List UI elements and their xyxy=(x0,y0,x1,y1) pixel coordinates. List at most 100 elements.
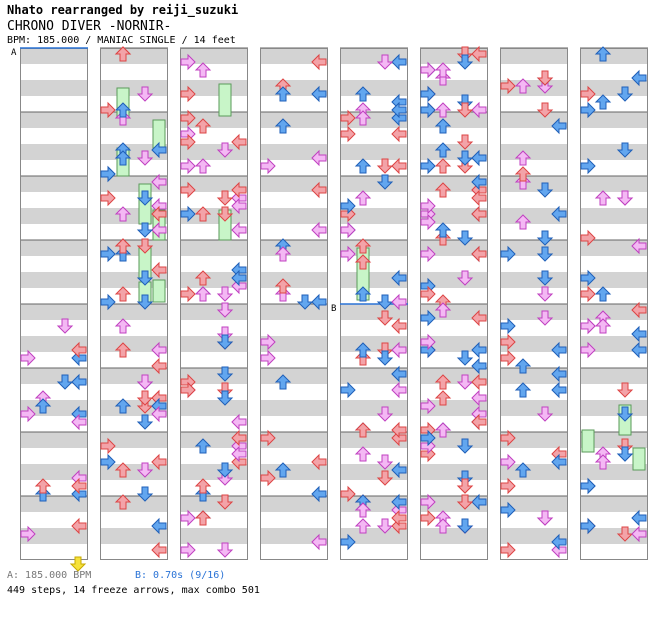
step-arrow xyxy=(391,461,407,479)
step-arrow xyxy=(536,510,554,526)
step-arrow xyxy=(114,462,132,478)
step-arrow xyxy=(136,414,154,430)
beat-band xyxy=(100,464,168,480)
beat-band xyxy=(420,432,488,448)
step-arrow xyxy=(536,230,554,246)
step-arrow xyxy=(136,86,154,102)
step-arrow xyxy=(420,397,436,415)
step-arrow xyxy=(580,517,596,535)
beat-band xyxy=(580,272,648,288)
step-arrow xyxy=(631,301,647,319)
step-arrow xyxy=(151,173,167,191)
step-arrow xyxy=(391,493,407,511)
step-arrow xyxy=(471,45,487,63)
beat-band xyxy=(580,464,648,480)
step-arrow xyxy=(420,245,436,263)
column-border xyxy=(500,48,568,560)
column-border xyxy=(260,48,328,560)
step-arrow xyxy=(194,438,212,454)
step-arrow xyxy=(456,350,474,366)
step-arrow xyxy=(231,413,247,431)
beat-band xyxy=(500,240,568,256)
step-arrow xyxy=(151,541,167,559)
step-arrow xyxy=(274,462,292,478)
beat-band xyxy=(180,336,248,352)
step-arrow xyxy=(616,382,634,398)
step-arrow xyxy=(536,270,554,286)
beat-band xyxy=(20,240,88,256)
step-arrow xyxy=(194,118,212,134)
step-arrow xyxy=(594,286,612,302)
step-arrow xyxy=(340,197,356,215)
beat-band xyxy=(580,336,648,352)
beat-band xyxy=(500,432,568,448)
step-arrow xyxy=(434,518,452,534)
beat-band xyxy=(20,208,88,224)
step-arrow xyxy=(100,165,116,183)
step-arrow xyxy=(216,390,234,406)
step-arrow xyxy=(631,69,647,87)
step-arrow xyxy=(354,518,372,534)
step-arrow xyxy=(420,61,436,79)
step-arrow xyxy=(340,125,356,143)
step-arrow xyxy=(471,101,487,119)
beat-band xyxy=(420,304,488,320)
step-arrow xyxy=(376,454,394,470)
step-arrow xyxy=(420,157,436,175)
chart-summary: 449 steps, 14 freeze arrows, max combo 5… xyxy=(7,585,260,596)
beat-band xyxy=(260,112,328,128)
beat-band xyxy=(420,496,488,512)
step-arrow xyxy=(391,101,407,119)
column-border xyxy=(420,48,488,560)
beat-band xyxy=(580,176,648,192)
step-arrow xyxy=(354,254,372,270)
step-arrow xyxy=(136,462,154,478)
beat-band xyxy=(500,400,568,416)
beat-band xyxy=(100,304,168,320)
step-arrow xyxy=(274,86,292,102)
step-arrow xyxy=(231,181,247,199)
step-arrow xyxy=(114,398,132,414)
step-arrow xyxy=(500,541,516,559)
step-arrow xyxy=(514,214,532,230)
step-arrow xyxy=(100,245,116,263)
step-arrow xyxy=(434,182,452,198)
beat-band xyxy=(260,432,328,448)
step-arrow xyxy=(216,286,234,302)
step-arrow xyxy=(136,222,154,238)
beat-band xyxy=(180,48,248,64)
step-arrow xyxy=(471,413,487,431)
step-arrow xyxy=(551,381,567,399)
beat-band xyxy=(260,464,328,480)
beat-band xyxy=(420,400,488,416)
step-arrow xyxy=(231,221,247,239)
beat-band xyxy=(340,400,408,416)
beat-band xyxy=(340,336,408,352)
step-arrow xyxy=(471,309,487,327)
step-arrow xyxy=(376,406,394,422)
step-arrow xyxy=(551,117,567,135)
step-arrow xyxy=(151,405,167,423)
step-arrow xyxy=(114,102,132,118)
step-arrow xyxy=(420,213,436,231)
step-arrow xyxy=(311,293,327,311)
beat-band xyxy=(260,400,328,416)
step-arrow xyxy=(114,238,132,254)
beat-band xyxy=(500,208,568,224)
step-arrow xyxy=(136,270,154,286)
step-arrow xyxy=(231,429,247,447)
step-arrow xyxy=(514,78,532,94)
step-arrow xyxy=(354,286,372,302)
beat-band xyxy=(100,368,168,384)
beat-band xyxy=(500,496,568,512)
step-arrow xyxy=(536,102,554,118)
step-arrow xyxy=(216,462,234,478)
beat-band xyxy=(100,496,168,512)
beat-band xyxy=(420,176,488,192)
step-arrow xyxy=(594,318,612,334)
step-arrow xyxy=(514,150,532,166)
beat-band xyxy=(580,48,648,64)
beat-band xyxy=(340,208,408,224)
step-arrow xyxy=(551,453,567,471)
step-arrow xyxy=(311,221,327,239)
